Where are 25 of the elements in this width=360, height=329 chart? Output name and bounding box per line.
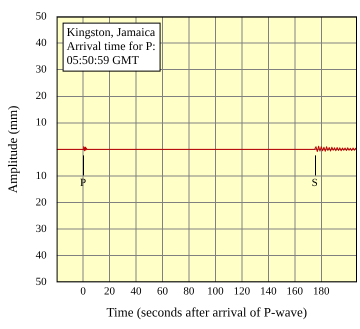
y-tick-label: 40 xyxy=(36,37,48,50)
x-tick-label: 180 xyxy=(313,286,330,298)
x-tick-label: 0 xyxy=(80,286,86,298)
x-tick-label: 40 xyxy=(130,286,142,298)
y-tick-label: 20 xyxy=(36,196,48,208)
x-axis-title: Time (seconds after arrival of P-wave) xyxy=(106,304,308,320)
x-tick-label: 140 xyxy=(260,286,278,298)
y-tick-label: 40 xyxy=(36,250,48,262)
annotation: P xyxy=(80,176,86,189)
x-tick-label: 20 xyxy=(104,286,116,298)
y-tick-label: 30 xyxy=(36,64,48,76)
y-tick-label: 10 xyxy=(36,170,48,182)
y-tick-label: 50 xyxy=(36,276,48,288)
y-tick-label: 10 xyxy=(36,116,48,129)
x-tick-label: 60 xyxy=(156,286,168,298)
x-tick-label: 160 xyxy=(286,286,304,298)
x-tick-label: 120 xyxy=(234,286,251,298)
y-tick-label: 50 xyxy=(36,10,48,22)
annotation: S xyxy=(312,176,318,189)
y-tick-label: 30 xyxy=(36,222,48,235)
x-tick-label: 100 xyxy=(207,286,224,298)
y-axis-title: Amplitude (mm) xyxy=(5,106,20,194)
y-tick-label: 20 xyxy=(36,90,48,102)
annotation: Kingston, Jamaica Arrival time for P: 05:50:59 GMT xyxy=(66,24,156,67)
x-tick-label: 80 xyxy=(183,286,195,298)
